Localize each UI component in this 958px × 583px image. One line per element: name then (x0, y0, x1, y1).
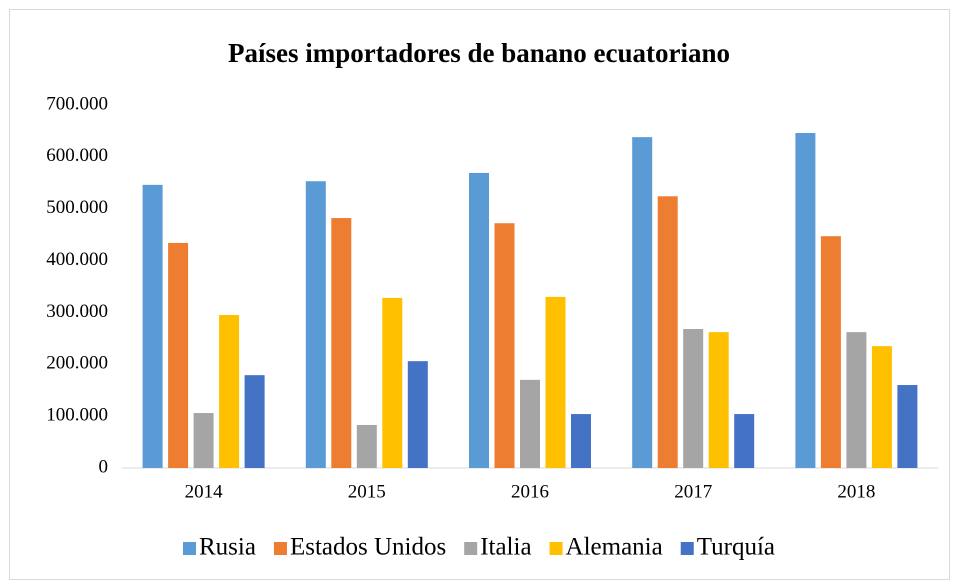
bar (469, 172, 489, 468)
bar (494, 223, 515, 468)
x-tick-label: 2018 (837, 481, 875, 502)
x-tick-label: 2016 (511, 481, 549, 502)
y-tick-label: 200.000 (46, 353, 108, 374)
bar (356, 424, 377, 468)
bar (708, 332, 729, 468)
bar (407, 361, 428, 468)
bar (683, 329, 704, 468)
legend-label: Alemania (566, 534, 663, 561)
legend-swatch (182, 542, 196, 555)
x-tick-label: 2017 (674, 481, 712, 502)
y-tick-label: 500.000 (46, 197, 108, 218)
legend-swatch (549, 542, 563, 555)
legend-swatch (680, 542, 694, 555)
bar (897, 385, 918, 468)
legend-label: Rusia (199, 534, 256, 561)
bar (571, 414, 591, 468)
x-tick-label: 2014 (185, 481, 224, 502)
x-tick-label: 2015 (348, 481, 386, 502)
legend-label: Italia (480, 534, 531, 561)
bar (193, 413, 214, 468)
legend-label: Estados Unidos (290, 534, 446, 561)
bar (520, 379, 540, 468)
y-tick-label: 400.000 (46, 249, 108, 270)
bar (382, 297, 403, 468)
y-tick-label: 0 (99, 456, 109, 477)
y-tick-label: 700.000 (46, 93, 108, 114)
bar (846, 332, 867, 468)
bar (168, 242, 189, 468)
bar (734, 414, 755, 468)
y-tick-label: 300.000 (46, 301, 108, 322)
bar (219, 315, 240, 468)
legend-label: Turquía (697, 534, 775, 561)
bar (142, 184, 163, 469)
bar (632, 137, 653, 468)
bar (545, 296, 566, 468)
bar (331, 218, 352, 468)
bar (871, 346, 892, 468)
legend-swatch (273, 542, 287, 555)
y-tick-label: 600.000 (46, 145, 108, 166)
y-tick-label: 100.000 (46, 405, 108, 426)
bar (305, 181, 326, 469)
bar (795, 133, 816, 468)
bar (657, 196, 678, 469)
legend-swatch (464, 542, 478, 555)
bar (244, 375, 265, 468)
chart-title: Países importadores de banano ecuatorian… (228, 38, 730, 68)
bar (820, 236, 841, 468)
